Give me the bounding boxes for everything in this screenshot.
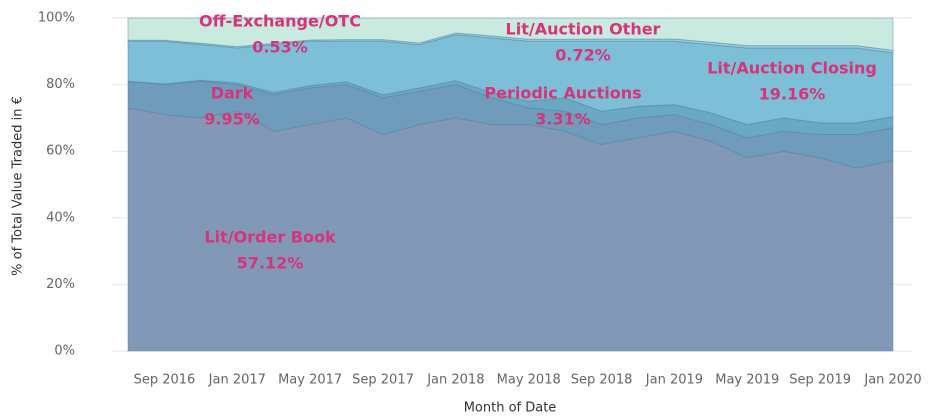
annotation-value: 57.12% bbox=[237, 254, 304, 273]
annotation-label: Lit/Order Book bbox=[204, 228, 336, 247]
x-axis-title: Month of Date bbox=[464, 401, 557, 416]
annotation-value: 0.53% bbox=[252, 38, 308, 57]
annotation-label: Lit/Auction Closing bbox=[707, 59, 877, 78]
x-tick-label: May 2019 bbox=[715, 373, 779, 388]
area bbox=[127, 107, 894, 352]
x-tick-label: Sep 2018 bbox=[571, 373, 633, 388]
annotation-value: 0.72% bbox=[555, 46, 611, 65]
x-tick-label: Jan 2018 bbox=[426, 373, 484, 388]
x-tick-label: Jan 2019 bbox=[645, 373, 703, 388]
y-tick-label: 0% bbox=[54, 344, 75, 359]
y-tick-label: 20% bbox=[46, 277, 75, 292]
x-tick-label: Sep 2019 bbox=[789, 373, 851, 388]
x-tick-label: Sep 2017 bbox=[352, 373, 414, 388]
area bbox=[127, 17, 894, 52]
y-axis-title: % of Total Value Traded in € bbox=[11, 96, 26, 276]
y-tick-label: 100% bbox=[38, 11, 75, 26]
annotation-label: Lit/Auction Other bbox=[506, 20, 661, 39]
area bbox=[127, 79, 894, 139]
y-tick-label: 60% bbox=[46, 144, 75, 159]
x-tick-label: May 2018 bbox=[497, 373, 561, 388]
annotation-label: Dark bbox=[211, 84, 254, 103]
y-tick-label: 80% bbox=[46, 77, 75, 92]
annotation-label: Off-Exchange/OTC bbox=[199, 12, 361, 31]
x-tick-label: May 2017 bbox=[278, 373, 342, 388]
x-tick-label: Jan 2017 bbox=[208, 373, 266, 388]
annotation-value: 9.95% bbox=[204, 110, 260, 129]
y-tick-label: 40% bbox=[46, 210, 75, 225]
annotation-label: Periodic Auctions bbox=[484, 84, 641, 103]
x-tick-label: Jan 2020 bbox=[863, 373, 921, 388]
x-tick-label: Sep 2016 bbox=[134, 373, 196, 388]
annotation-value: 3.31% bbox=[535, 110, 591, 129]
annotation-value: 19.16% bbox=[759, 85, 826, 104]
area bbox=[127, 80, 894, 169]
